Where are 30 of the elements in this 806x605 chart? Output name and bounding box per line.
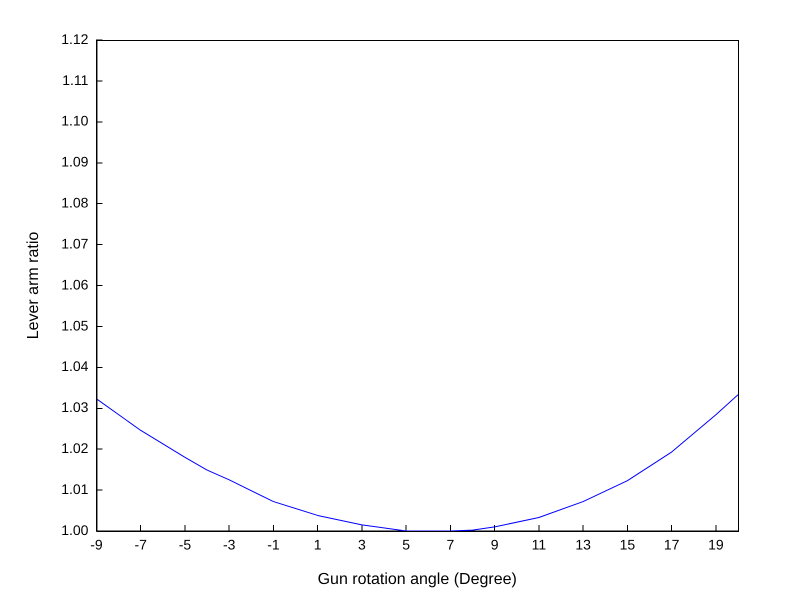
y-tick-label: 1.07 — [61, 235, 89, 252]
y-tick-label: 1.06 — [61, 276, 89, 292]
x-tick-label: -5 — [178, 536, 192, 552]
y-tick-label: 1.02 — [61, 440, 89, 456]
x-tick-label: 19 — [708, 536, 724, 552]
y-tick-label: 1.09 — [61, 154, 89, 170]
x-tick-label: 7 — [446, 536, 455, 552]
x-tick-label: 5 — [402, 536, 410, 552]
y-tick-label: 1.03 — [61, 399, 89, 416]
y-tick-label: 1.01 — [61, 480, 89, 497]
y-tick-label: 1.10 — [61, 112, 89, 129]
x-tick-label: -7 — [134, 536, 148, 552]
x-tick-label: 1 — [314, 536, 322, 552]
y-tick-label: 1.11 — [62, 72, 89, 88]
x-tick-label: -1 — [267, 536, 280, 552]
y-tick-label: 1.00 — [61, 522, 89, 538]
y-tick-label: 1.04 — [61, 358, 89, 374]
y-tick-label: 1.12 — [61, 30, 89, 47]
x-tick-label: 17 — [664, 536, 680, 552]
y-tick-label: 1.05 — [61, 317, 89, 334]
x-tick-label: 3 — [358, 536, 366, 552]
x-tick-label: 13 — [575, 536, 592, 552]
x-tick-label: 11 — [532, 536, 546, 552]
y-tick-label: 1.08 — [61, 194, 89, 211]
x-axis-title: Gun rotation angle (Degree) — [318, 570, 517, 588]
x-tick-label: -9 — [90, 536, 103, 552]
x-tick-label: 9 — [490, 536, 499, 552]
x-tick-label: 15 — [620, 536, 636, 552]
x-tick-label: -3 — [222, 536, 236, 552]
y-axis-title: Lever arm ratio — [25, 232, 42, 340]
